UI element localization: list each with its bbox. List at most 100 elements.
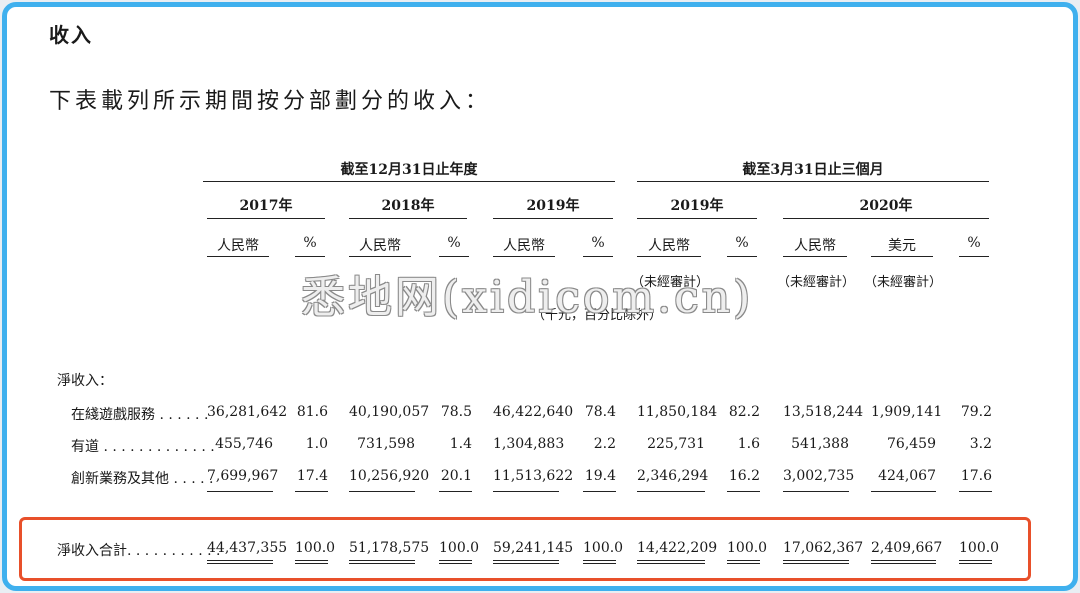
year-rule — [637, 218, 757, 219]
total-double-rule — [637, 560, 705, 564]
table-cell: 78.4 — [584, 404, 616, 420]
table-cell: 424,067 — [878, 468, 936, 484]
table-cell: 731,598 — [357, 436, 415, 452]
year-header: 2019年 — [670, 198, 724, 214]
subtotal-rule — [207, 491, 273, 492]
total-double-rule — [727, 560, 760, 564]
unit-rmb: 人民幣 — [359, 238, 401, 254]
group-rule-three-months — [637, 181, 989, 182]
unaudited-note: （未經審計） — [631, 275, 710, 290]
unit-rule — [871, 256, 933, 257]
total-row-highlight — [19, 517, 1031, 581]
group-header-year-end: 截至12月31日止年度 — [340, 162, 478, 178]
table-cell: 36,281,642 — [207, 404, 288, 420]
subtotal-rule — [727, 491, 760, 492]
table-cell: 3,002,735 — [783, 468, 855, 484]
total-cell: 59,241,145 — [493, 540, 574, 556]
table-cell: 1.4 — [449, 436, 472, 452]
table-cell: 2.2 — [593, 436, 616, 452]
total-double-rule — [871, 560, 936, 564]
total-cell: 100.0 — [727, 540, 768, 556]
table-cell: 3.2 — [969, 436, 992, 452]
unit-usd: 美元 — [888, 238, 916, 254]
intro-text: 下表載列所示期間按分部劃分的收入： — [49, 89, 492, 114]
net-revenue-heading: 淨收入： — [57, 373, 113, 389]
table-cell: 78.5 — [440, 404, 472, 420]
unit-rule — [207, 256, 269, 257]
unit-rule — [783, 256, 847, 257]
table-cell: 46,422,640 — [493, 404, 574, 420]
subtotal-rule — [871, 491, 936, 492]
total-cell: 17,062,367 — [783, 540, 864, 556]
subtotal-rule — [295, 491, 328, 492]
table-cell: 82.2 — [728, 404, 760, 420]
table-cell: 1,304,883 — [493, 436, 565, 452]
unit-rule — [959, 256, 989, 257]
table-cell: 225,731 — [647, 436, 705, 452]
unit-pct: % — [303, 235, 317, 251]
table-cell: 17.4 — [296, 468, 328, 484]
total-cell: 100.0 — [295, 540, 336, 556]
subtotal-rule — [583, 491, 616, 492]
unit-rule — [637, 256, 701, 257]
subtotal-rule — [637, 491, 705, 492]
total-double-rule — [349, 560, 415, 564]
subtotal-rule — [493, 491, 559, 492]
year-rule — [349, 218, 467, 219]
year-rule — [783, 218, 989, 219]
table-cell: 1.6 — [737, 436, 760, 452]
total-cell: 2,409,667 — [871, 540, 943, 556]
total-cell: 51,178,575 — [349, 540, 430, 556]
thousands-note: （千元，百分比除外） — [531, 308, 662, 323]
unit-rmb: 人民幣 — [503, 238, 545, 254]
unaudited-note: （未經審計） — [777, 275, 856, 290]
year-header: 2018年 — [381, 198, 435, 214]
total-cell: 44,437,355 — [207, 540, 288, 556]
subtotal-rule — [439, 491, 472, 492]
year-header: 2017年 — [239, 198, 293, 214]
unit-rmb: 人民幣 — [794, 238, 836, 254]
total-cell: 14,422,209 — [637, 540, 718, 556]
table-cell: 11,850,184 — [637, 404, 718, 420]
group-rule-year-end — [203, 181, 615, 182]
total-double-rule — [783, 560, 849, 564]
year-rule — [493, 218, 613, 219]
table-cell: 1,909,141 — [871, 404, 943, 420]
unit-pct: % — [967, 235, 981, 251]
unit-rule — [439, 256, 469, 257]
unit-pct: % — [591, 235, 605, 251]
table-cell: 16.2 — [728, 468, 760, 484]
table-cell: 11,513,622 — [493, 468, 574, 484]
table-cell: 17.6 — [960, 468, 992, 484]
year-header: 2019年 — [526, 198, 580, 214]
subtotal-rule — [349, 491, 415, 492]
total-row-label: 淨收入合計. . . . . . . . . . . — [57, 543, 221, 559]
unit-rule — [349, 256, 411, 257]
year-rule — [207, 218, 325, 219]
row-label: 在綫遊戲服務 . . . . . . — [71, 407, 209, 423]
table-cell: 76,459 — [887, 436, 936, 452]
unit-pct: % — [447, 235, 461, 251]
total-double-rule — [439, 560, 472, 564]
unit-rmb: 人民幣 — [217, 238, 259, 254]
subtotal-rule — [959, 491, 992, 492]
unit-rmb: 人民幣 — [648, 238, 690, 254]
unit-pct: % — [735, 235, 749, 251]
table-cell: 13,518,244 — [783, 404, 864, 420]
table-cell: 1.0 — [305, 436, 328, 452]
section-title: 收入 — [49, 23, 93, 47]
row-label: 創新業務及其他 . . . . . — [71, 471, 214, 487]
total-cell: 100.0 — [439, 540, 480, 556]
table-cell: 7,699,967 — [207, 468, 279, 484]
total-double-rule — [207, 560, 273, 564]
unit-rule — [493, 256, 555, 257]
subtotal-rule — [783, 491, 849, 492]
watermark: 悉地网(xidicom.cn) — [301, 272, 754, 323]
unaudited-note: （未經審計） — [864, 275, 943, 290]
table-cell: 19.4 — [584, 468, 616, 484]
total-cell: 100.0 — [959, 540, 1000, 556]
table-cell: 455,746 — [215, 436, 273, 452]
table-cell: 2,346,294 — [637, 468, 709, 484]
unit-rule — [295, 256, 325, 257]
